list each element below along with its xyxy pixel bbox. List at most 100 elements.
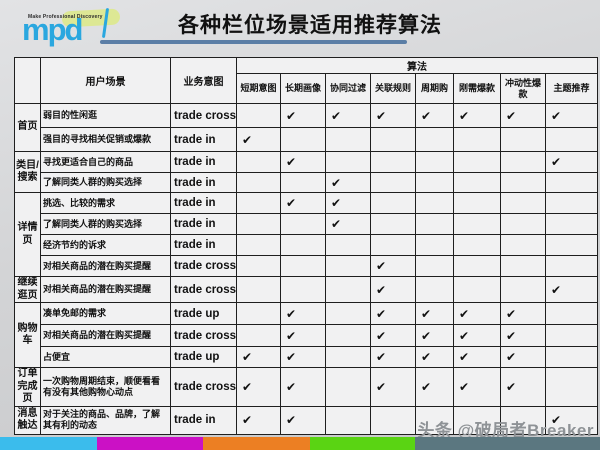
table-row: 占便宜 trade up ✔ ✔ ✔ ✔ ✔ ✔	[15, 346, 598, 368]
algorithm-empty-cell	[325, 405, 371, 435]
check-icon: ✔	[376, 379, 387, 394]
check-icon: ✔	[286, 155, 297, 169]
page-group-label: 类目/搜索	[14, 151, 41, 193]
algorithm-empty-cell	[500, 234, 546, 256]
algorithm-empty-cell	[415, 213, 454, 235]
algorithm-empty-cell	[500, 405, 546, 435]
algorithm-check-cell: ✔	[236, 367, 281, 407]
business-intent-cell: trade up	[170, 346, 237, 368]
algorithm-empty-cell	[370, 405, 416, 435]
user-scenario-cell: 了解同类人群的购买选择	[40, 213, 171, 235]
user-scenario-cell: 了解同类人群的购买选择	[40, 172, 171, 193]
algorithm-empty-cell	[453, 276, 501, 303]
stripe-segment	[97, 437, 203, 450]
business-intent-cell: trade cross	[170, 276, 237, 303]
business-intent-cell: trade cross	[170, 255, 237, 277]
algorithm-empty-cell	[500, 213, 546, 235]
algorithm-check-cell: ✔	[545, 405, 598, 435]
table-row: 经济节约的诉求 trade in	[15, 234, 598, 256]
algorithm-empty-cell	[500, 151, 546, 173]
algorithm-empty-cell	[370, 234, 416, 256]
algorithm-check-cell: ✔	[325, 213, 371, 235]
stripe-segment	[310, 437, 415, 450]
business-intent-cell: trade in	[170, 192, 237, 214]
business-intent-cell: trade in	[170, 213, 237, 235]
algorithm-empty-cell	[325, 234, 371, 256]
algorithm-check-cell: ✔	[280, 151, 326, 173]
check-icon: ✔	[551, 413, 562, 427]
algorithm-check-cell: ✔	[370, 324, 416, 347]
algorithm-empty-cell	[280, 234, 326, 256]
algorithm-check-cell: ✔	[415, 367, 454, 407]
user-scenario-cell: 一次购物周期结束，顺便看看有没有其他购物心动点	[40, 367, 171, 407]
algorithm-empty-cell	[236, 234, 281, 256]
user-scenario-cell: 对于关注的商品、品牌，了解其有利的动态	[40, 405, 171, 435]
table-row: 继续逛页 对相关商品的潜在购买提醒 trade cross ✔ ✔	[14, 276, 598, 303]
table-row: 详情页 挑选、比较的需求 trade in ✔ ✔	[14, 192, 598, 277]
algorithm-empty-cell	[236, 172, 281, 193]
algorithm-check-cell: ✔	[415, 302, 454, 325]
algorithm-check-cell: ✔	[280, 302, 326, 325]
algorithm-check-cell: ✔	[500, 367, 546, 407]
check-icon: ✔	[331, 217, 342, 231]
algorithm-empty-cell	[545, 127, 598, 152]
algorithm-empty-cell	[415, 151, 454, 173]
algorithm-check-cell: ✔	[325, 192, 371, 214]
algorithm-empty-cell	[453, 151, 501, 173]
check-icon: ✔	[459, 306, 470, 321]
table-row: 消息触达 对于关注的商品、品牌，了解其有利的动态 trade in ✔ ✔ ✔	[14, 405, 598, 435]
algorithm-check-cell: ✔	[370, 346, 416, 368]
algorithm-empty-cell	[545, 192, 598, 214]
algorithm-empty-cell	[325, 324, 371, 347]
table-row: 首页 弱目的性闲逛 trade cross ✔ ✔ ✔ ✔ ✔ ✔ ✔	[14, 103, 598, 152]
algorithm-empty-cell	[415, 172, 454, 193]
algorithm-empty-cell	[500, 255, 546, 277]
algorithm-check-cell: ✔	[453, 346, 501, 368]
user-scenario-cell: 占便宜	[40, 346, 171, 368]
algorithm-empty-cell	[370, 151, 416, 173]
table-row: 类目/搜索 寻找更适合自己的商品 trade in ✔ ✔	[14, 151, 598, 193]
algorithm-empty-cell	[500, 127, 546, 152]
algorithm-empty-cell	[370, 192, 416, 214]
algorithm-empty-cell	[415, 405, 454, 435]
page-group-label: 购物车	[14, 302, 41, 368]
header-business-intent: 业务意图	[170, 57, 237, 104]
logo-wordmark: mpd	[22, 12, 83, 47]
algorithm-check-cell: ✔	[325, 103, 371, 128]
algorithm-check-cell: ✔	[370, 302, 416, 325]
user-scenario-cell: 经济节约的诉求	[40, 234, 171, 256]
check-icon: ✔	[506, 108, 517, 123]
algorithm-empty-cell	[415, 255, 454, 277]
user-scenario-cell: 寻找更适合自己的商品	[40, 151, 171, 173]
algorithm-check-cell: ✔	[545, 103, 598, 128]
algorithm-empty-cell	[545, 234, 598, 256]
header-algorithm: 协同过滤	[325, 73, 371, 104]
algorithm-check-cell: ✔	[545, 276, 598, 303]
check-icon: ✔	[376, 108, 387, 123]
user-scenario-cell: 强目的寻找相关促销或爆款	[40, 127, 171, 152]
algorithm-check-cell: ✔	[453, 367, 501, 407]
recommendation-matrix-table: 用户场景 业务意图 算法 短期意图 长期画像 协同过滤 关联规则 周期购 刚需爆款 冲动性爆…	[14, 57, 598, 435]
algorithm-empty-cell	[500, 172, 546, 193]
business-intent-cell: trade up	[170, 302, 237, 325]
table-row: 了解同类人群的购买选择 trade in ✔	[15, 172, 598, 193]
algorithm-empty-cell	[545, 346, 598, 368]
algorithm-empty-cell	[545, 172, 598, 193]
algorithm-empty-cell	[415, 276, 454, 303]
algorithm-check-cell: ✔	[280, 103, 326, 128]
check-icon: ✔	[506, 306, 517, 321]
algorithm-check-cell: ✔	[453, 302, 501, 325]
algorithm-check-cell: ✔	[236, 346, 281, 368]
check-icon: ✔	[242, 379, 253, 394]
business-intent-cell: trade cross	[170, 103, 237, 128]
business-intent-cell: trade cross	[170, 324, 237, 347]
check-icon: ✔	[506, 350, 517, 364]
algorithm-empty-cell	[545, 367, 598, 407]
algorithm-empty-cell	[453, 172, 501, 193]
page-group-label: 订单完成页	[14, 367, 41, 407]
algorithm-check-cell: ✔	[280, 367, 326, 407]
algorithm-check-cell: ✔	[325, 172, 371, 193]
algorithm-empty-cell	[545, 255, 598, 277]
user-scenario-cell: 挑选、比较的需求	[40, 192, 171, 214]
algorithm-empty-cell	[370, 213, 416, 235]
